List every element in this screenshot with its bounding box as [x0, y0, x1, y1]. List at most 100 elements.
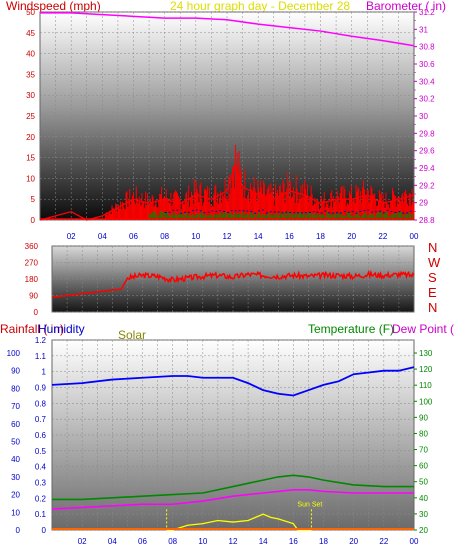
- compass-label: N: [428, 240, 437, 255]
- humidity-tick: 60: [11, 420, 20, 429]
- panel3-hour-ticks: 02 04 06 08 10 12 14 16 18 20 22 00: [78, 537, 419, 546]
- sun-marker-lines: [166, 509, 312, 530]
- temperature-tick: 50: [419, 478, 428, 487]
- temperature-tick: 110: [419, 381, 432, 390]
- temperature-tick: 30: [419, 510, 428, 519]
- hour-tick: 12: [229, 537, 238, 546]
- rainfall-tick: 0.8: [35, 399, 47, 408]
- humidity-tick: 10: [11, 508, 20, 517]
- temperature-tick: 80: [419, 429, 428, 438]
- hour-tick: 14: [259, 537, 268, 546]
- barometer-tick: 30.6: [419, 60, 435, 69]
- windspeed-tick: 20: [26, 133, 35, 142]
- hour-tick: 16: [289, 537, 298, 546]
- hour-tick: 16: [285, 232, 294, 241]
- rainfall-tick: 0: [42, 526, 47, 535]
- humidity-tick: 100: [7, 349, 21, 358]
- direction-tick: 0: [34, 308, 39, 317]
- barometer-tick: 29.4: [419, 164, 435, 173]
- temperature-ticks: 20 30 40 50 60 70 80 90 100 110 120 130: [414, 349, 433, 535]
- barometer-tick: 30.4: [419, 77, 435, 86]
- sunset-label: Sun Set: [297, 501, 322, 508]
- rainfall-ticks: 0 0.1 0.2 0.3 0.4 0.5 0.6 0.7 0.8 0.9 1 1.1 1.2: [35, 336, 47, 535]
- barometer-tick: 29.8: [419, 129, 435, 138]
- rainfall-tick: 1.1: [35, 352, 47, 361]
- compass-label: S: [428, 270, 437, 285]
- windspeed-tick: 5: [31, 195, 36, 204]
- humidity-tick: 90: [11, 367, 20, 376]
- rainfall-tick: 0.5: [35, 447, 47, 456]
- temperature-tick: 60: [419, 462, 428, 471]
- windspeed-tick: 10: [26, 174, 35, 183]
- windspeed-tick: 30: [26, 91, 35, 100]
- humidity-line: [51, 366, 415, 397]
- hour-tick: 04: [98, 232, 107, 241]
- temperature-tick: 100: [419, 397, 433, 406]
- hour-tick: 00: [410, 537, 419, 546]
- temperature-tick: 70: [419, 446, 428, 455]
- barometer-tick: 31: [419, 25, 428, 34]
- humidity-temperature-panel: 0 0.1 0.2 0.3 0.4 0.5 0.6 0.7 0.8 0.9 1 1.1 1.2 0 10 2…: [7, 336, 433, 546]
- hour-tick: 18: [316, 232, 325, 241]
- hour-tick: 22: [379, 537, 388, 546]
- wind-detail-bars: [40, 144, 415, 220]
- hour-tick: 08: [168, 537, 177, 546]
- rainfall-tick: 0.3: [35, 479, 47, 488]
- temperature-tick: 120: [419, 365, 433, 374]
- barometer-tick: 30: [419, 112, 428, 121]
- humidity-tick: 70: [11, 402, 20, 411]
- humidity-tick: 20: [11, 491, 20, 500]
- humidity-axis-label: Humidity: [38, 322, 85, 336]
- barometer-tick: 30.8: [419, 43, 435, 52]
- humidity-tick: 40: [11, 455, 20, 464]
- humidity-ticks: 0 10 20 30 40 50 60 70 80 90 100: [7, 349, 21, 535]
- windspeed-tick: 50: [26, 8, 35, 17]
- direction-tick: 270: [25, 259, 39, 268]
- windspeed-axis-label: Windspeed (mph): [6, 0, 101, 13]
- windspeed-tick: 40: [26, 50, 35, 59]
- temperature-tick: 40: [419, 494, 428, 503]
- temperature-tick: 90: [419, 413, 428, 422]
- windspeed-tick: 0: [31, 216, 36, 225]
- hour-tick: 06: [138, 537, 147, 546]
- temperature-axis-label: Temperature (F): [308, 322, 394, 336]
- hour-tick: 12: [223, 232, 232, 241]
- direction-tick: 90: [29, 292, 38, 301]
- hour-tick: 20: [347, 232, 356, 241]
- hour-tick: 22: [378, 232, 387, 241]
- barometer-ticks: 28.8 29 29.2 29.4 29.6 29.8 30 30.2 30.4 30.6 30.8…: [414, 8, 435, 225]
- rainfall-tick: 1.2: [35, 336, 47, 345]
- hour-tick: 20: [349, 537, 358, 546]
- panel1-hour-ticks: 02 04 06 08 10 12 14 16 18 20 22 00: [67, 232, 419, 241]
- solar-axis-label: Solar: [118, 328, 146, 342]
- barometer-tick: 29.2: [419, 181, 435, 190]
- rainfall-tick: 0.1: [35, 510, 47, 519]
- temperature-line: [52, 474, 414, 501]
- barometer-tick: 28.8: [419, 216, 435, 225]
- barometer-line: [40, 12, 415, 47]
- direction-tick: 180: [25, 275, 39, 284]
- dewpoint-line: [51, 488, 414, 510]
- barometer-tick: 29.6: [419, 147, 435, 156]
- hour-tick: 02: [78, 537, 87, 546]
- barometer-tick: 31.2: [419, 8, 435, 17]
- humidity-tick: 50: [11, 438, 20, 447]
- barometer-axis-label: Barometer ( in): [366, 0, 446, 13]
- barometer-tick: 30.2: [419, 95, 435, 104]
- direction-degree-ticks: 0 90 180 270 360: [25, 242, 39, 317]
- hour-tick: 00: [410, 232, 419, 241]
- hour-tick: 18: [319, 537, 328, 546]
- temperature-tick: 130: [419, 349, 433, 358]
- humidity-tick: 0: [16, 526, 21, 535]
- windspeed-tick: 15: [26, 154, 35, 163]
- temperature-tick: 20: [419, 526, 428, 535]
- hour-tick: 04: [108, 537, 117, 546]
- rainfall-tick: 1: [42, 368, 47, 377]
- chart-title: 24 hour graph day - December 28: [170, 0, 350, 13]
- solar-line: [166, 513, 312, 531]
- rainfall-tick: 0.2: [35, 494, 47, 503]
- hour-tick: 10: [191, 232, 200, 241]
- windspeed-tick: 45: [26, 29, 35, 38]
